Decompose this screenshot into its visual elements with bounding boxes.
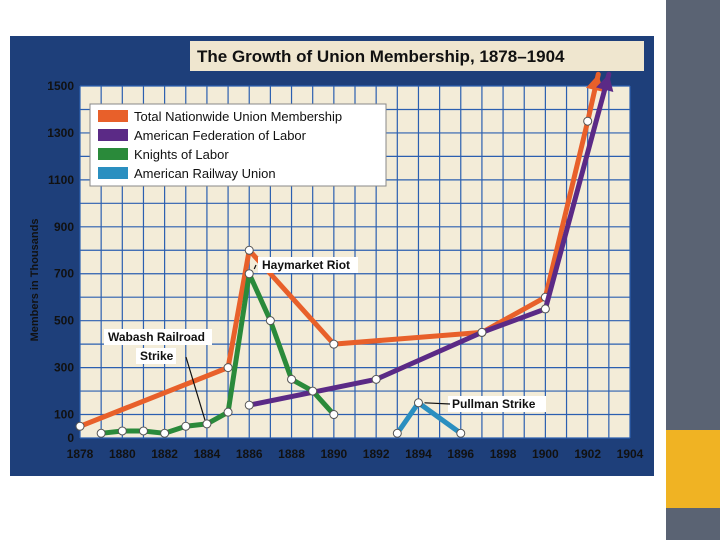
- legend-label: American Railway Union: [134, 166, 276, 181]
- legend-swatch: [98, 110, 128, 122]
- legend-swatch: [98, 167, 128, 179]
- x-tick-label: 1878: [67, 447, 94, 461]
- y-tick-label: 900: [54, 220, 74, 234]
- legend-swatch: [98, 129, 128, 141]
- annotation-bg: [136, 348, 176, 364]
- x-tick-label: 1894: [405, 447, 432, 461]
- annotation-bg: [104, 329, 212, 345]
- annotation-pointer: [185, 356, 206, 421]
- annotation-label: Wabash Railroad: [108, 330, 205, 344]
- data-point: [371, 374, 381, 384]
- series-lines: [75, 71, 614, 438]
- data-point: [244, 245, 254, 255]
- x-tick-label: 1892: [363, 447, 390, 461]
- annotation-label: Pullman Strike: [452, 397, 536, 411]
- data-point: [96, 428, 106, 438]
- data-point: [75, 421, 85, 431]
- x-tick-label: 1898: [490, 447, 517, 461]
- annotation-bg: [258, 257, 358, 273]
- y-tick-label: 700: [54, 267, 74, 281]
- data-point: [117, 426, 127, 436]
- x-tick-label: 1886: [236, 447, 263, 461]
- legend-swatch: [98, 148, 128, 160]
- y-tick-label: 1500: [47, 79, 74, 93]
- title-banner: [190, 41, 644, 71]
- y-tick-label: 100: [54, 408, 74, 422]
- data-point: [160, 428, 170, 438]
- data-point: [223, 407, 233, 417]
- annotations: Haymarket Riot Wabash Railroad Strike Pullm…: [104, 257, 546, 421]
- y-tick-label: 300: [54, 361, 74, 375]
- x-tick-label: 1880: [109, 447, 136, 461]
- chart-title: The Growth of Union Membership, 1878–190…: [197, 47, 565, 66]
- x-tick-label: 1904: [617, 447, 644, 461]
- y-tick-label: 0: [67, 431, 74, 445]
- data-point: [329, 410, 339, 420]
- legend-label: Total Nationwide Union Membership: [134, 109, 342, 124]
- annotation-label: Haymarket Riot: [262, 258, 350, 272]
- data-point: [138, 426, 148, 436]
- x-tick-label: 1888: [278, 447, 305, 461]
- legend-label: American Federation of Labor: [134, 128, 307, 143]
- data-point: [308, 386, 318, 396]
- y-ticks: 0 100 300 500 700 900 1100 1300 1500: [47, 79, 74, 445]
- y-axis-label: Members in Thousands: [29, 219, 41, 342]
- data-point: [265, 316, 275, 326]
- x-ticks: 1878 1880 1882 1884 1886 1888 1890 1892 1894 1896…: [67, 447, 644, 461]
- data-point: [456, 428, 466, 438]
- x-tick-label: 1890: [320, 447, 347, 461]
- data-point: [477, 327, 487, 337]
- data-point: [223, 363, 233, 373]
- data-point: [413, 398, 423, 408]
- data-point: [244, 269, 254, 279]
- legend-box: [89, 103, 387, 187]
- series-line: [77, 71, 601, 429]
- slide-accent-block: [666, 430, 720, 508]
- data-point: [392, 428, 402, 438]
- x-tick-label: 1896: [447, 447, 474, 461]
- data-point: [202, 419, 212, 429]
- legend: Total Nationwide Union Membership America…: [89, 103, 387, 187]
- y-tick-label: 1100: [48, 173, 74, 187]
- x-tick-label: 1902: [574, 447, 601, 461]
- data-point: [540, 304, 550, 314]
- data-point: [287, 374, 297, 384]
- series-arrowhead: [595, 74, 614, 93]
- legend-label: Knights of Labor: [134, 147, 229, 162]
- data-point: [583, 116, 593, 126]
- annotation-pointer: [253, 264, 257, 270]
- annotation-bg: [448, 396, 546, 412]
- x-tick-label: 1900: [532, 447, 559, 461]
- y-tick-label: 500: [54, 314, 74, 328]
- x-tick-label: 1884: [194, 447, 221, 461]
- y-tick-label: 1300: [47, 126, 74, 140]
- data-point: [181, 421, 191, 431]
- x-tick-label: 1882: [151, 447, 178, 461]
- data-point: [244, 400, 254, 410]
- annotation-label: Strike: [140, 349, 174, 363]
- data-point: [329, 339, 339, 349]
- annotation-pointer: [424, 402, 451, 405]
